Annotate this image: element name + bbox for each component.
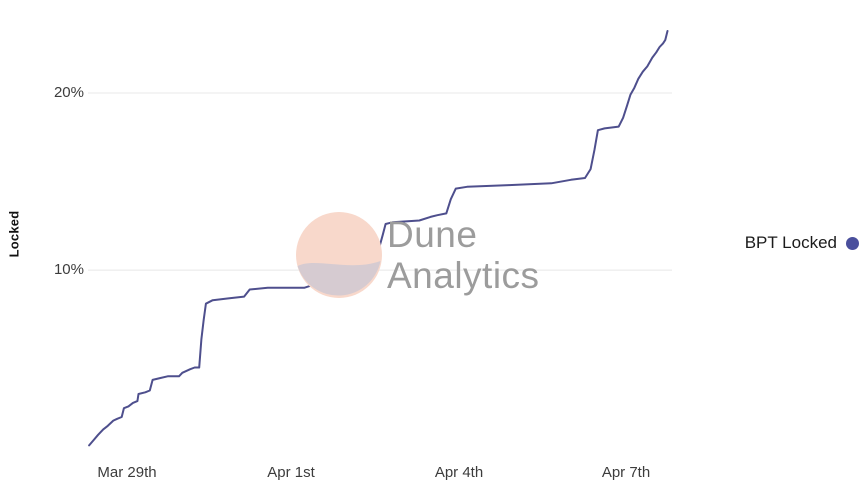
line-chart-svg[interactable] bbox=[88, 8, 672, 456]
y-axis-title: Locked bbox=[6, 210, 22, 258]
x-tick-label-apr7: Apr 7th bbox=[601, 464, 651, 481]
x-tick-label-apr4: Apr 4th bbox=[434, 464, 484, 481]
x-tick-label-apr1: Apr 1st bbox=[267, 464, 315, 481]
y-tick-label-20: 20% bbox=[53, 84, 84, 101]
legend-label: BPT Locked bbox=[744, 233, 837, 252]
y-tick-label-10: 10% bbox=[53, 261, 84, 278]
legend-item-bpt-locked[interactable]: BPT Locked bbox=[745, 233, 859, 253]
plot-area[interactable] bbox=[88, 8, 672, 456]
x-tick-label-mar29: Mar 29th bbox=[97, 464, 157, 481]
legend-dot-icon bbox=[846, 236, 859, 250]
